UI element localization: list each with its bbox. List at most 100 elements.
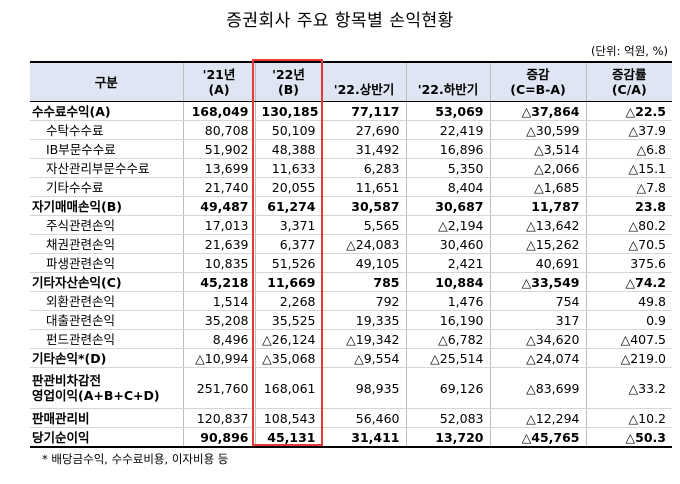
table-row: 당기순이익 90,896 45,131 31,411 13,720 △45,765 △50.… bbox=[30, 427, 672, 448]
col-header-change-rate: 증감률 (C/A) bbox=[585, 61, 672, 102]
table-cell: 3,371 bbox=[254, 215, 322, 235]
row-subcategory-label: IB부문수수료 bbox=[30, 139, 183, 159]
table-cell: 98,935 bbox=[321, 367, 406, 409]
table-cell: 251,760 bbox=[182, 367, 255, 409]
table-cell: △10.2 bbox=[585, 408, 672, 428]
table-row: 판매관리비 120,837 108,543 56,460 52,083 △12,294 △1… bbox=[30, 408, 672, 428]
table-cell: △1,685 bbox=[489, 177, 586, 197]
table-cell: 80,708 bbox=[182, 120, 255, 140]
table-cell: 1,476 bbox=[405, 291, 490, 311]
row-subcategory-label: 외환관련손익 bbox=[30, 291, 183, 311]
col-header-2022: '22년 (B) bbox=[254, 61, 322, 102]
table-cell: △19,342 bbox=[321, 329, 406, 349]
table-cell: 785 bbox=[321, 272, 406, 292]
table-cell: △9,554 bbox=[321, 348, 406, 368]
table-cell: △83,699 bbox=[489, 367, 586, 409]
row-category-label: 판관비차감전 영업이익(A+B+C+D) bbox=[30, 367, 183, 409]
table-cell: 5,565 bbox=[321, 215, 406, 235]
table-cell: △34,620 bbox=[489, 329, 586, 349]
table-cell: 45,218 bbox=[182, 272, 255, 292]
table-cell: △24,074 bbox=[489, 348, 586, 368]
table-cell: 30,460 bbox=[405, 234, 490, 254]
table-cell: 168,049 bbox=[182, 101, 255, 121]
row-subcategory-label: 대출관련손익 bbox=[30, 310, 183, 330]
table-cell: △26,124 bbox=[254, 329, 322, 349]
col-header-change: 증감 (C=B-A) bbox=[489, 61, 586, 102]
table-cell: 120,837 bbox=[182, 408, 255, 428]
table-cell: △3,514 bbox=[489, 139, 586, 159]
table-cell: 40,691 bbox=[489, 253, 586, 273]
table-cell: 1,514 bbox=[182, 291, 255, 311]
table-cell: 61,274 bbox=[254, 196, 322, 216]
table-cell: 11,633 bbox=[254, 158, 322, 178]
table-cell: 13,720 bbox=[405, 427, 490, 448]
table-cell: 51,526 bbox=[254, 253, 322, 273]
table-cell: 77,117 bbox=[321, 101, 406, 121]
row-category-label: 당기순이익 bbox=[30, 427, 183, 448]
table-cell: 31,492 bbox=[321, 139, 406, 159]
row-category-label: 수수료수익(A) bbox=[30, 101, 183, 121]
table-cell: △30,599 bbox=[489, 120, 586, 140]
table-cell: 11,651 bbox=[321, 177, 406, 197]
table-cell: △37.9 bbox=[585, 120, 672, 140]
table-cell: △13,642 bbox=[489, 215, 586, 235]
table-cell: 53,069 bbox=[405, 101, 490, 121]
col-header-2021: '21년 (A) bbox=[182, 61, 255, 102]
table-cell: 10,884 bbox=[405, 272, 490, 292]
footnote: * 배당금수익, 수수료비용, 이자비용 등 bbox=[42, 452, 229, 466]
table-cell: 2,268 bbox=[254, 291, 322, 311]
col-header-2022-h2: '22.하반기 bbox=[405, 61, 490, 102]
table-cell: 8,496 bbox=[182, 329, 255, 349]
table-cell: △25,514 bbox=[405, 348, 490, 368]
table-cell: 35,208 bbox=[182, 310, 255, 330]
table-cell: 754 bbox=[489, 291, 586, 311]
table-row: 펀드관련손익 8,496 △26,124 △19,342 △6,782 △34,620 △4… bbox=[30, 329, 672, 349]
table-cell: 11,669 bbox=[254, 272, 322, 292]
table-cell: 792 bbox=[321, 291, 406, 311]
table-cell: 5,350 bbox=[405, 158, 490, 178]
table-cell: △37,864 bbox=[489, 101, 586, 121]
row-subcategory-label: 주식관련손익 bbox=[30, 215, 183, 235]
header-row: 구분 '21년 (A) '22년 (B) '22.상반기 '22.하반기 증감 (C=… bbox=[30, 61, 672, 102]
table-cell: 375.6 bbox=[585, 253, 672, 273]
table-cell: 20,055 bbox=[254, 177, 322, 197]
table-row: 판관비차감전 영업이익(A+B+C+D) 251,760 168,061 98,935 6… bbox=[30, 367, 672, 409]
table-cell: △35,068 bbox=[254, 348, 322, 368]
table-cell: 51,902 bbox=[182, 139, 255, 159]
table-cell: 23.8 bbox=[585, 196, 672, 216]
table-cell: 56,460 bbox=[321, 408, 406, 428]
table-cell: △22.5 bbox=[585, 101, 672, 121]
table-cell: 16,190 bbox=[405, 310, 490, 330]
table-cell: △33.2 bbox=[585, 367, 672, 409]
table-cell: 52,083 bbox=[405, 408, 490, 428]
table-cell: 8,404 bbox=[405, 177, 490, 197]
table-row: 수수료수익(A) 168,049 130,185 77,117 53,069 △37,86… bbox=[30, 101, 672, 121]
table-cell: 35,525 bbox=[254, 310, 322, 330]
table-cell: 108,543 bbox=[254, 408, 322, 428]
table-cell: 6,377 bbox=[254, 234, 322, 254]
table-row: 채권관련손익 21,639 6,377 △24,083 30,460 △15,262 △70… bbox=[30, 234, 672, 254]
table-row: 기타자산손익(C) 45,218 11,669 785 10,884 △33,549 △74… bbox=[30, 272, 672, 292]
table-row: 외환관련손익 1,514 2,268 792 1,476 754 49.8 bbox=[30, 291, 672, 311]
table-row: 자기매매손익(B) 49,487 61,274 30,587 30,687 11,787 2… bbox=[30, 196, 672, 216]
col-header-category: 구분 bbox=[30, 61, 183, 102]
table-cell: 30,587 bbox=[321, 196, 406, 216]
table-cell: 49.8 bbox=[585, 291, 672, 311]
table-cell: △7.8 bbox=[585, 177, 672, 197]
row-subcategory-label: 기타수수료 bbox=[30, 177, 183, 197]
table-cell: 21,740 bbox=[182, 177, 255, 197]
table-cell: 31,411 bbox=[321, 427, 406, 448]
table-cell: △12,294 bbox=[489, 408, 586, 428]
row-subcategory-label: 자산관리부문수수료 bbox=[30, 158, 183, 178]
row-subcategory-label: 파생관련손익 bbox=[30, 253, 183, 273]
income-table: 구분 '21년 (A) '22년 (B) '22.상반기 '22.하반기 증감 (C=… bbox=[30, 61, 672, 448]
table-cell: △15,262 bbox=[489, 234, 586, 254]
table-cell: △33,549 bbox=[489, 272, 586, 292]
table-cell: 27,690 bbox=[321, 120, 406, 140]
table-cell: 10,835 bbox=[182, 253, 255, 273]
table-cell: 21,639 bbox=[182, 234, 255, 254]
table-cell: 45,131 bbox=[254, 427, 322, 448]
row-subcategory-label: 수탁수수료 bbox=[30, 120, 183, 140]
row-subcategory-label: 채권관련손익 bbox=[30, 234, 183, 254]
table-cell: 50,109 bbox=[254, 120, 322, 140]
